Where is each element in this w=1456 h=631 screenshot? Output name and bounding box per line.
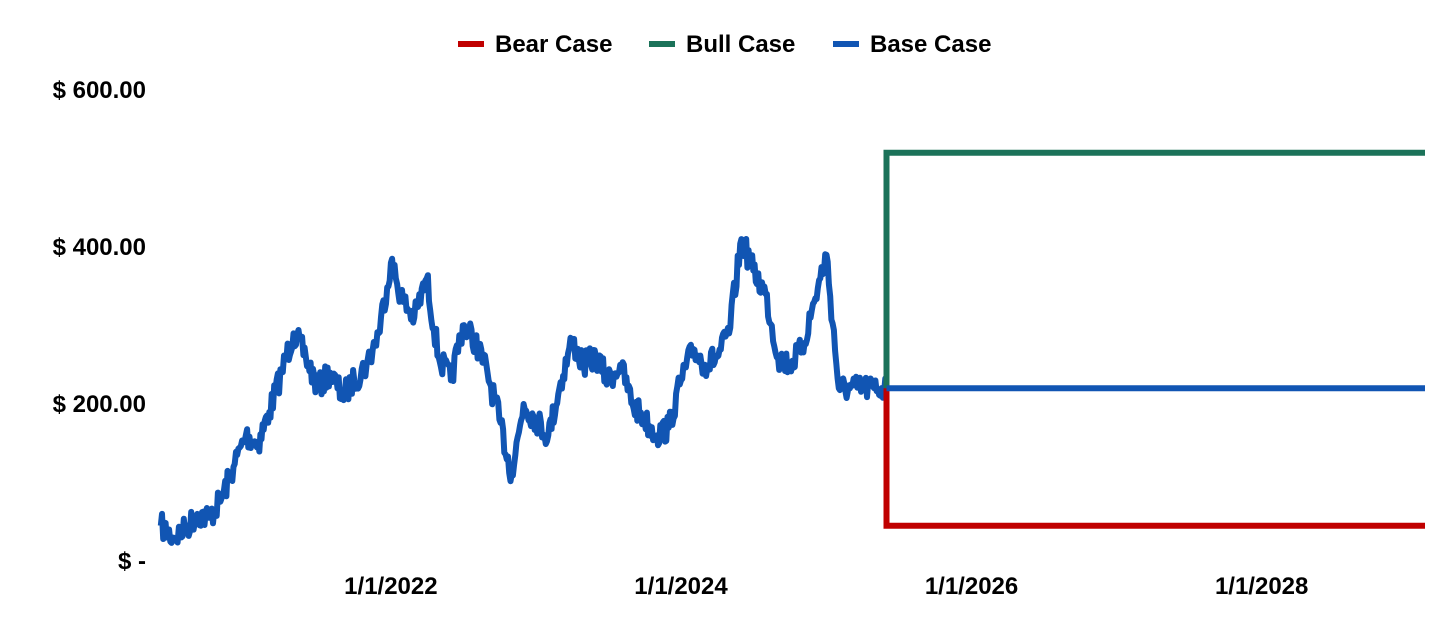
x-axis: 1/1/2022 1/1/2024 1/1/2026 1/1/2028 [344,573,1308,600]
x-tick-label: 1/1/2026 [925,573,1018,600]
plot-area [157,149,1425,546]
y-tick-label: $ - [118,548,146,575]
y-tick-label: $ 600.00 [53,77,146,104]
y-tick-label: $ 400.00 [53,234,146,261]
x-tick-label: 1/1/2022 [344,573,437,600]
series-line-history [157,236,890,546]
legend-item-bull-case: Bull Case [649,31,795,58]
legend: Bear Case Bull Case Base Case [458,31,991,58]
y-axis: $ - $ 200.00 $ 400.00 $ 600.00 [53,77,146,575]
x-tick-label: 1/1/2028 [1215,573,1308,600]
series-line-bull-case [883,149,1425,389]
legend-label: Bull Case [686,31,795,58]
legend-label: Bear Case [495,31,612,58]
y-tick-label: $ 200.00 [53,391,146,418]
legend-item-base-case: Base Case [833,31,991,58]
x-tick-label: 1/1/2024 [634,573,728,600]
series-line-bear-case [883,388,1425,529]
legend-item-bear-case: Bear Case [458,31,612,58]
legend-label: Base Case [870,31,991,58]
